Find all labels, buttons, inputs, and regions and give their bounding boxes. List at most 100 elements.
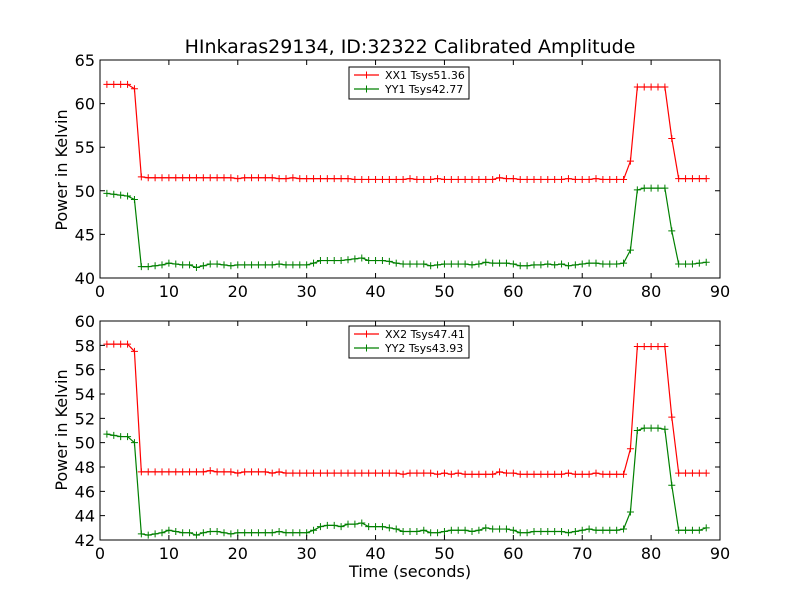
chart-2-series-1-point	[496, 468, 504, 476]
chart-2-series-2-point	[192, 531, 200, 539]
chart-1-series-2-point	[351, 255, 359, 263]
chart-1-series-1-point	[523, 175, 531, 183]
chart-1-series-1-point	[633, 83, 641, 91]
chart-1-series-2-point	[661, 184, 669, 192]
chart-1-series-2-point	[206, 260, 214, 268]
chart-2-series-2-point	[551, 527, 559, 535]
chart-1-series-1-point	[165, 174, 173, 182]
chart-1-series-1-point	[372, 175, 380, 183]
chart-1-series-1-point	[172, 174, 180, 182]
chart-2-series-1-point	[289, 469, 297, 477]
chart-2-series-2-point	[440, 527, 448, 535]
chart-2-series-2-point	[172, 527, 180, 535]
chart-1-series-1-point	[303, 175, 311, 183]
chart-1-series-2-point	[647, 184, 655, 192]
chart-2-series-2-point	[110, 431, 118, 439]
chart-1-series-1-point	[654, 83, 662, 91]
chart-2-series-2-point	[578, 526, 586, 534]
chart-1-series-1-point	[434, 175, 442, 183]
chart-1-series-2-point	[358, 254, 366, 262]
chart-1-xtick-label: 0	[95, 282, 105, 301]
chart-1-series-2-point	[323, 257, 331, 265]
chart-2-series-2-point	[454, 526, 462, 534]
chart-1-series-2-point	[261, 261, 269, 269]
chart-1-xtick-label: 10	[159, 282, 179, 301]
chart-1-series-1-point	[475, 175, 483, 183]
chart-1-series-1-point	[234, 175, 242, 183]
chart-2-series-1-point	[606, 470, 614, 478]
chart-2-series-1-point	[558, 470, 566, 478]
chart-2-series-1-point	[323, 469, 331, 477]
chart-2-legend-label: XX2 Tsys47.41	[385, 328, 465, 341]
chart-1-series-1-point	[544, 175, 552, 183]
chart-2-series-1-point	[385, 469, 393, 477]
chart-1-series-2-point	[454, 260, 462, 268]
chart-2-series-1-point	[668, 413, 676, 421]
chart-2-legend-marker	[363, 330, 370, 338]
chart-1-series-2-point	[688, 260, 696, 268]
chart-1-series-1-point	[585, 175, 593, 183]
chart-1-series-2-point	[316, 257, 324, 265]
chart-1-series-2-point	[440, 260, 448, 268]
chart-1-series-2-point	[227, 262, 235, 270]
chart-1-series-1-point	[261, 174, 269, 182]
chart-1-series-2-point	[337, 257, 345, 265]
chart-2-series-2-point	[385, 524, 393, 532]
chart-2-series-1-point	[310, 469, 318, 477]
chart-2-series-2-point	[365, 523, 373, 531]
chart-2-series-1-point	[571, 470, 579, 478]
chart-2-series-2-point	[130, 439, 138, 447]
chart-1-series-1-point	[248, 174, 256, 182]
chart-1-series-2-point	[296, 261, 304, 269]
chart-1-series-1-point	[192, 174, 200, 182]
chart-1-xtick-label: 50	[434, 282, 454, 301]
chart-2-series-2-point	[323, 521, 331, 529]
chart-2-series-2-point	[489, 525, 497, 533]
chart-1-series-1-point	[378, 175, 386, 183]
chart-1-series-1-point	[427, 175, 435, 183]
chart-1-series-1-point	[130, 85, 138, 93]
chart-2-series-1-point	[468, 470, 476, 478]
chart-2-series-1-point	[358, 469, 366, 477]
chart-1-series-1-point	[254, 174, 262, 182]
chart-1-series-1-point	[509, 175, 517, 183]
chart-2-series-2-point	[668, 481, 676, 489]
chart-1-series-2-point	[213, 260, 221, 268]
chart-1-series-1-point	[351, 175, 359, 183]
chart-1-series-2-point	[571, 261, 579, 269]
chart-1-series-2-point	[496, 259, 504, 267]
chart-2-series-2-point	[537, 527, 545, 535]
chart-1-series-1-point	[330, 175, 338, 183]
chart-1-series-1-point	[310, 175, 318, 183]
chart-1-series-2-point	[310, 259, 318, 267]
chart-2-series-2-point	[592, 526, 600, 534]
chart-1-series-1-point	[516, 175, 524, 183]
chart-2-ytick-label: 52	[75, 409, 95, 428]
chart-2-series-1-point	[378, 469, 386, 477]
chart-2-series-2-point	[344, 520, 352, 528]
chart-1-series-1-point	[564, 175, 572, 183]
chart-2-series-2-point	[523, 529, 531, 537]
chart-1-series-1-point	[137, 173, 145, 181]
chart-1-series-2-point	[103, 189, 111, 197]
chart-1-series-1-point	[675, 175, 683, 183]
chart-1-series-2-point	[633, 186, 641, 194]
chart-2-series-1-point	[578, 470, 586, 478]
chart-1-series-2-point	[399, 260, 407, 268]
chart-2-series-1-point	[688, 469, 696, 477]
chart-2-series-1-point	[509, 469, 517, 477]
chart-1-series-1-point	[530, 175, 538, 183]
chart-2-series-2-point	[675, 526, 683, 534]
chart-1-series-1-point	[213, 174, 221, 182]
chart-2-series-1-point	[620, 470, 628, 478]
chart-1-series-2-point	[303, 261, 311, 269]
chart-2-series-2-point	[103, 430, 111, 438]
chart-2-series-2-point	[358, 519, 366, 527]
chart-1-series-1-point	[282, 175, 290, 183]
chart-1-series-2-point	[268, 261, 276, 269]
chart-2-series-2-point	[199, 529, 207, 537]
chart-1-series-2-point	[564, 262, 572, 270]
chart-2-series-2-point	[447, 526, 455, 534]
chart-2-series-1-point	[130, 347, 138, 355]
